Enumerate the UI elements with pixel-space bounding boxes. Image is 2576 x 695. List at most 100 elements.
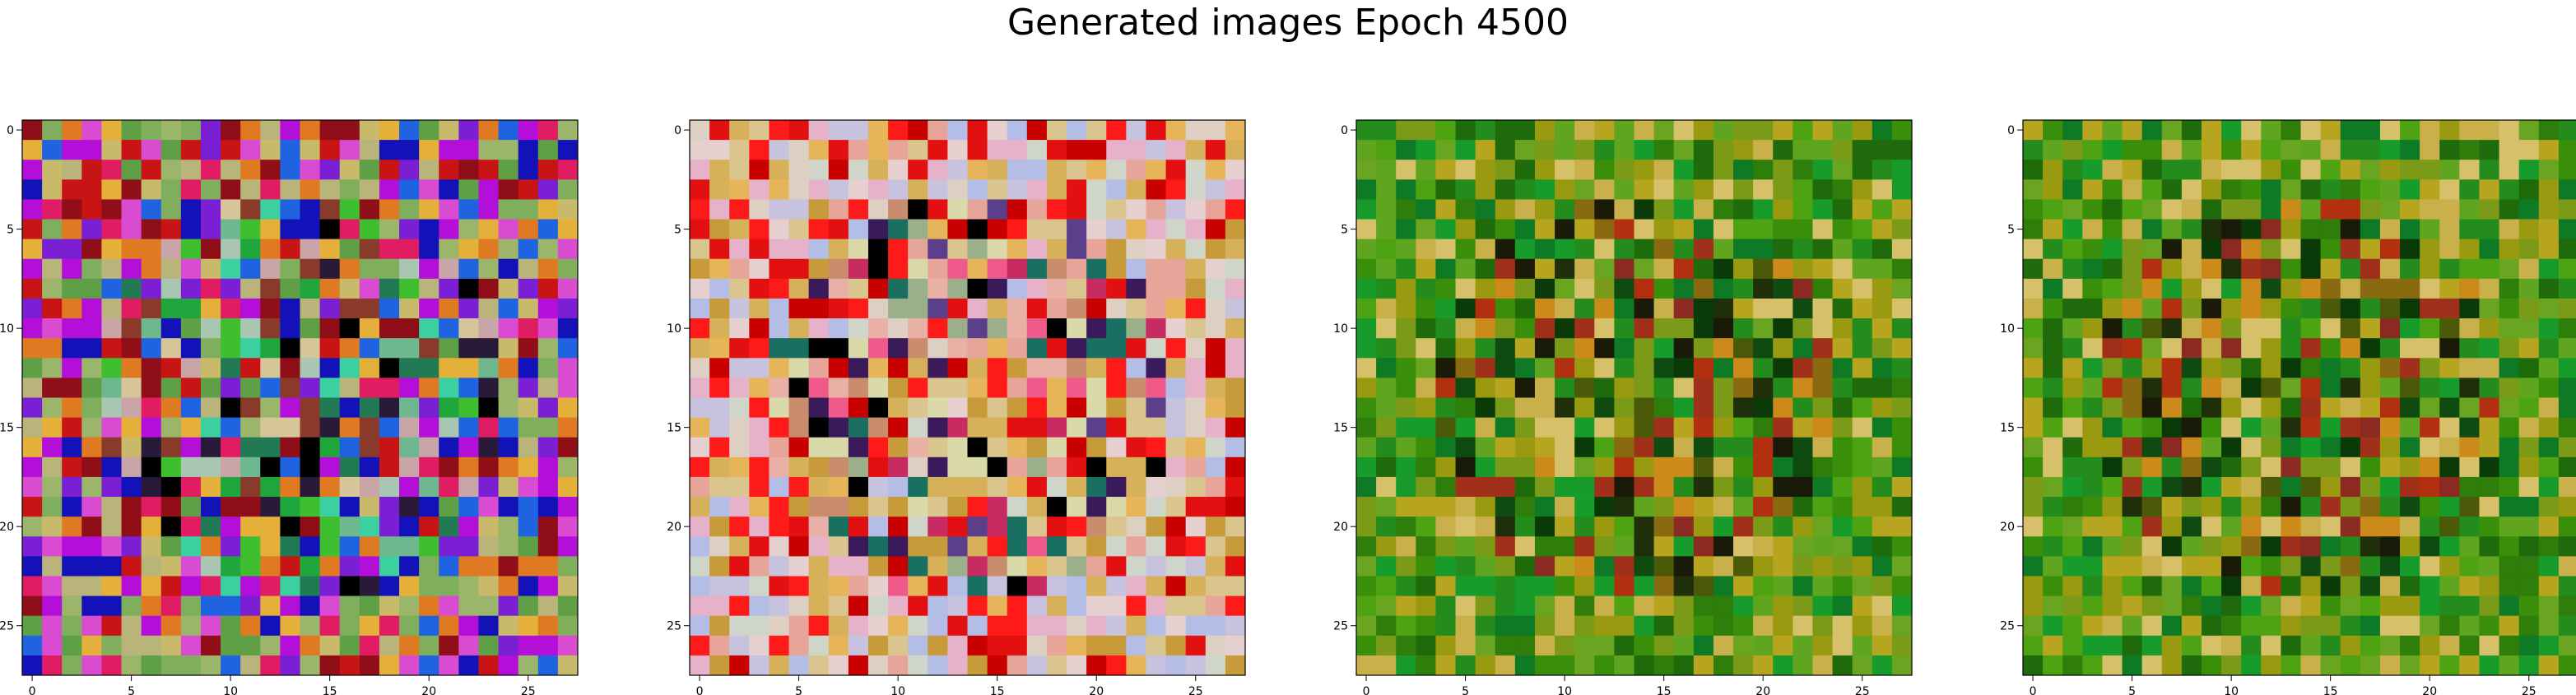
pixel	[709, 456, 730, 478]
pixel	[1812, 258, 1833, 280]
pixel	[808, 160, 830, 180]
pixel	[1185, 635, 1207, 656]
pixel	[160, 239, 182, 260]
pixel	[1555, 655, 1575, 676]
pixel	[1416, 476, 1436, 498]
pixel	[2379, 239, 2401, 260]
pixel	[2459, 476, 2480, 498]
pixel	[1872, 397, 1893, 419]
pixel	[1046, 635, 1067, 656]
pixel	[2300, 160, 2322, 180]
pixel	[1106, 140, 1127, 160]
pixel	[1205, 120, 1226, 141]
pixel	[1534, 179, 1555, 200]
pixel	[1146, 397, 1166, 419]
pixel	[339, 219, 360, 240]
pixel	[848, 417, 869, 438]
pixel	[2320, 120, 2341, 141]
pixel	[1872, 298, 1893, 319]
pixel	[2141, 536, 2163, 557]
pixel	[2043, 298, 2063, 319]
pixel	[2499, 655, 2520, 676]
pixel	[1891, 497, 1913, 517]
pixel	[1475, 318, 1496, 339]
pixel	[1086, 318, 1107, 339]
pixel	[1634, 160, 1655, 180]
pixel	[1376, 239, 1397, 260]
pixel	[1555, 160, 1575, 180]
pixel	[1225, 298, 1246, 319]
pixel	[2459, 258, 2480, 280]
pixel	[62, 456, 82, 478]
pixel	[498, 120, 519, 141]
pixel	[1455, 318, 1476, 339]
pixel	[2379, 497, 2401, 517]
x-tick-label: 20	[1755, 685, 1770, 695]
pixel	[848, 615, 869, 637]
pixel	[1026, 258, 1048, 280]
pixel	[537, 160, 559, 180]
pixel	[2379, 318, 2401, 339]
pixel	[749, 635, 770, 656]
pixel	[160, 199, 182, 220]
pixel	[2459, 278, 2480, 299]
pixel	[947, 160, 968, 180]
pixel	[1376, 615, 1397, 637]
pixel	[81, 517, 102, 537]
pixel	[1416, 576, 1436, 596]
pixel	[2062, 338, 2083, 359]
pixel	[1067, 199, 1087, 220]
pixel	[1396, 497, 1416, 517]
pixel	[379, 517, 400, 537]
pixel	[848, 338, 869, 359]
pixel	[1793, 456, 1813, 478]
pixel	[1455, 120, 1476, 141]
pixel	[1594, 358, 1615, 378]
pixel	[1653, 397, 1675, 419]
pixel	[240, 239, 261, 260]
pixel	[81, 615, 102, 637]
pixel	[1067, 595, 1087, 617]
pixel	[2300, 615, 2322, 637]
pixel	[2400, 517, 2420, 537]
pixel	[1733, 517, 1754, 537]
pixel	[2023, 239, 2044, 260]
pixel	[2161, 497, 2183, 517]
pixel	[1832, 278, 1853, 299]
pixel	[709, 476, 730, 498]
pixel	[2023, 595, 2044, 617]
pixel	[1594, 338, 1615, 359]
pixel	[2141, 120, 2163, 141]
pixel	[788, 497, 810, 517]
pixel	[1146, 595, 1166, 617]
pixel	[1106, 179, 1127, 200]
pixel	[1514, 298, 1536, 319]
pixel	[379, 497, 400, 517]
pixel	[2439, 199, 2460, 220]
pixel	[1396, 358, 1416, 378]
pixel	[101, 536, 122, 557]
pixel	[1435, 497, 1456, 517]
pixel	[300, 536, 321, 557]
pixel	[1673, 635, 1695, 656]
pixel	[888, 199, 909, 220]
pixel	[1534, 456, 1555, 478]
pixel	[458, 318, 479, 339]
pixel	[749, 437, 770, 458]
pixel	[1225, 219, 1246, 240]
pixel	[2340, 536, 2361, 557]
pixel	[2161, 456, 2183, 478]
pixel	[1733, 338, 1754, 359]
pixel	[947, 437, 968, 458]
pixel	[2439, 655, 2460, 676]
pixel	[2102, 140, 2123, 160]
pixel	[2261, 635, 2281, 656]
pixel	[160, 595, 182, 617]
pixel	[1067, 417, 1087, 438]
pixel	[2181, 655, 2202, 676]
pixel	[1634, 258, 1655, 280]
pixel	[399, 615, 420, 637]
pixel	[1872, 417, 1893, 438]
pixel	[101, 615, 122, 637]
pixel	[1793, 635, 1813, 656]
